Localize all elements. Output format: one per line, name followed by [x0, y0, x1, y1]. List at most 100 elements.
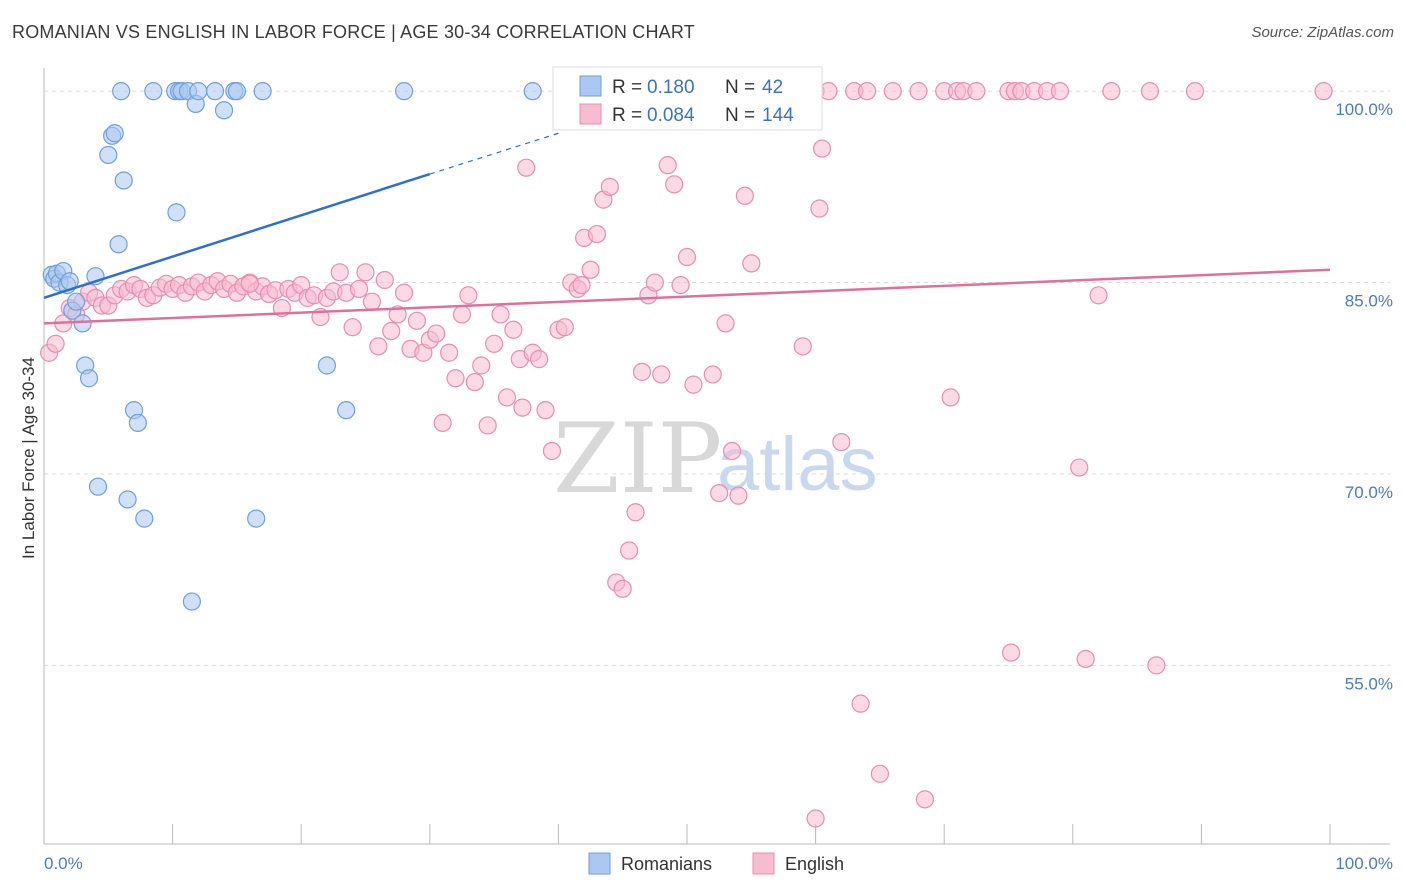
stat-r-label: R = — [612, 105, 642, 126]
point-english — [645, 273, 664, 292]
point-english — [472, 356, 491, 375]
point-english — [658, 156, 677, 175]
point-english — [407, 311, 427, 330]
point-english — [819, 82, 838, 101]
point-english — [517, 158, 536, 177]
point-english — [394, 283, 414, 302]
point-english — [742, 254, 761, 273]
point-english — [343, 318, 362, 337]
point-english — [684, 375, 703, 394]
point-english — [626, 503, 645, 522]
stat-n-value: 42 — [762, 77, 783, 98]
point-english — [967, 82, 986, 101]
point-romanians — [144, 82, 163, 101]
y-tick-label: 70.0% — [1345, 483, 1393, 502]
point-english — [1185, 82, 1205, 101]
point-english — [542, 441, 562, 461]
point-english — [555, 318, 574, 337]
data-points — [40, 82, 1333, 828]
legend: Romanians English — [588, 852, 844, 875]
point-english — [870, 764, 890, 783]
point-english — [665, 175, 684, 194]
point-romanians — [88, 477, 108, 496]
point-english — [729, 486, 748, 505]
point-romanians — [214, 101, 234, 120]
point-english — [810, 199, 829, 218]
point-romanians — [205, 82, 225, 101]
point-english — [382, 321, 401, 341]
point-english — [587, 224, 607, 244]
point-english — [433, 413, 452, 433]
chart-title: ROMANIAN VS ENGLISH IN LABOR FORCE | AGE… — [12, 22, 695, 42]
legend-label-english: English — [785, 854, 844, 874]
point-english — [1070, 458, 1089, 477]
point-english — [883, 82, 902, 101]
point-english — [485, 334, 504, 353]
x-tick-labels: 0.0% 100.0% — [44, 854, 1393, 873]
x-tick-label: 0.0% — [44, 854, 83, 873]
point-romanians — [317, 356, 337, 375]
point-english — [600, 177, 619, 196]
point-english — [572, 275, 591, 295]
stats-swatch-english — [579, 103, 602, 125]
point-english — [497, 388, 517, 407]
trend-line-english — [43, 268, 1331, 325]
point-romanians — [67, 292, 86, 311]
point-english — [620, 541, 639, 560]
point-english — [1089, 286, 1108, 305]
trend-line-romanians — [43, 172, 431, 300]
point-romanians — [523, 82, 542, 101]
point-romanians — [253, 82, 272, 101]
y-tick-label: 100.0% — [1335, 100, 1393, 119]
point-english — [536, 401, 555, 420]
point-english — [530, 350, 549, 369]
point-english — [388, 305, 407, 324]
point-romanians — [99, 145, 118, 165]
point-english — [1147, 656, 1166, 675]
point-english — [1314, 82, 1333, 101]
point-romanians — [79, 369, 99, 388]
point-romanians — [135, 509, 154, 528]
point-english — [439, 343, 459, 362]
point-english — [1001, 643, 1021, 662]
point-english — [478, 416, 497, 435]
point-english — [909, 82, 928, 101]
point-romanians — [247, 509, 266, 528]
point-english — [806, 809, 825, 828]
point-english — [677, 247, 697, 267]
point-romanians — [394, 82, 414, 101]
point-english — [240, 274, 259, 293]
point-romanians — [114, 171, 133, 190]
point-english — [812, 139, 832, 158]
y-tick-labels: 100.0% 85.0% 70.0% 55.0% — [1335, 100, 1393, 693]
point-english — [722, 441, 742, 461]
point-english — [735, 186, 754, 205]
legend-swatch-romanians — [588, 852, 611, 875]
stat-r-value: 0.084 — [647, 105, 695, 126]
point-english — [703, 365, 722, 384]
point-english — [1076, 649, 1095, 669]
stats-swatch-romanians — [579, 75, 602, 97]
point-english — [793, 337, 812, 356]
point-english — [356, 263, 375, 282]
point-english — [1050, 82, 1070, 101]
x-tick-label: 100.0% — [1335, 854, 1393, 873]
point-english — [459, 286, 478, 305]
y-axis-label: In Labor Force | Age 30-34 — [19, 357, 38, 559]
point-english — [452, 305, 472, 324]
point-english — [632, 362, 652, 381]
point-english — [1102, 82, 1121, 101]
stat-n-label: N = — [725, 77, 755, 98]
point-english — [1140, 82, 1160, 101]
point-romanians — [182, 592, 201, 611]
watermark-zip: ZIP — [553, 403, 722, 515]
point-english — [941, 388, 960, 407]
point-english — [369, 337, 388, 356]
y-tick-label: 85.0% — [1345, 292, 1393, 311]
point-english — [832, 432, 851, 452]
point-english — [330, 263, 349, 282]
stat-r-value: 0.180 — [647, 77, 695, 98]
point-english — [613, 579, 632, 598]
point-english — [710, 483, 729, 503]
